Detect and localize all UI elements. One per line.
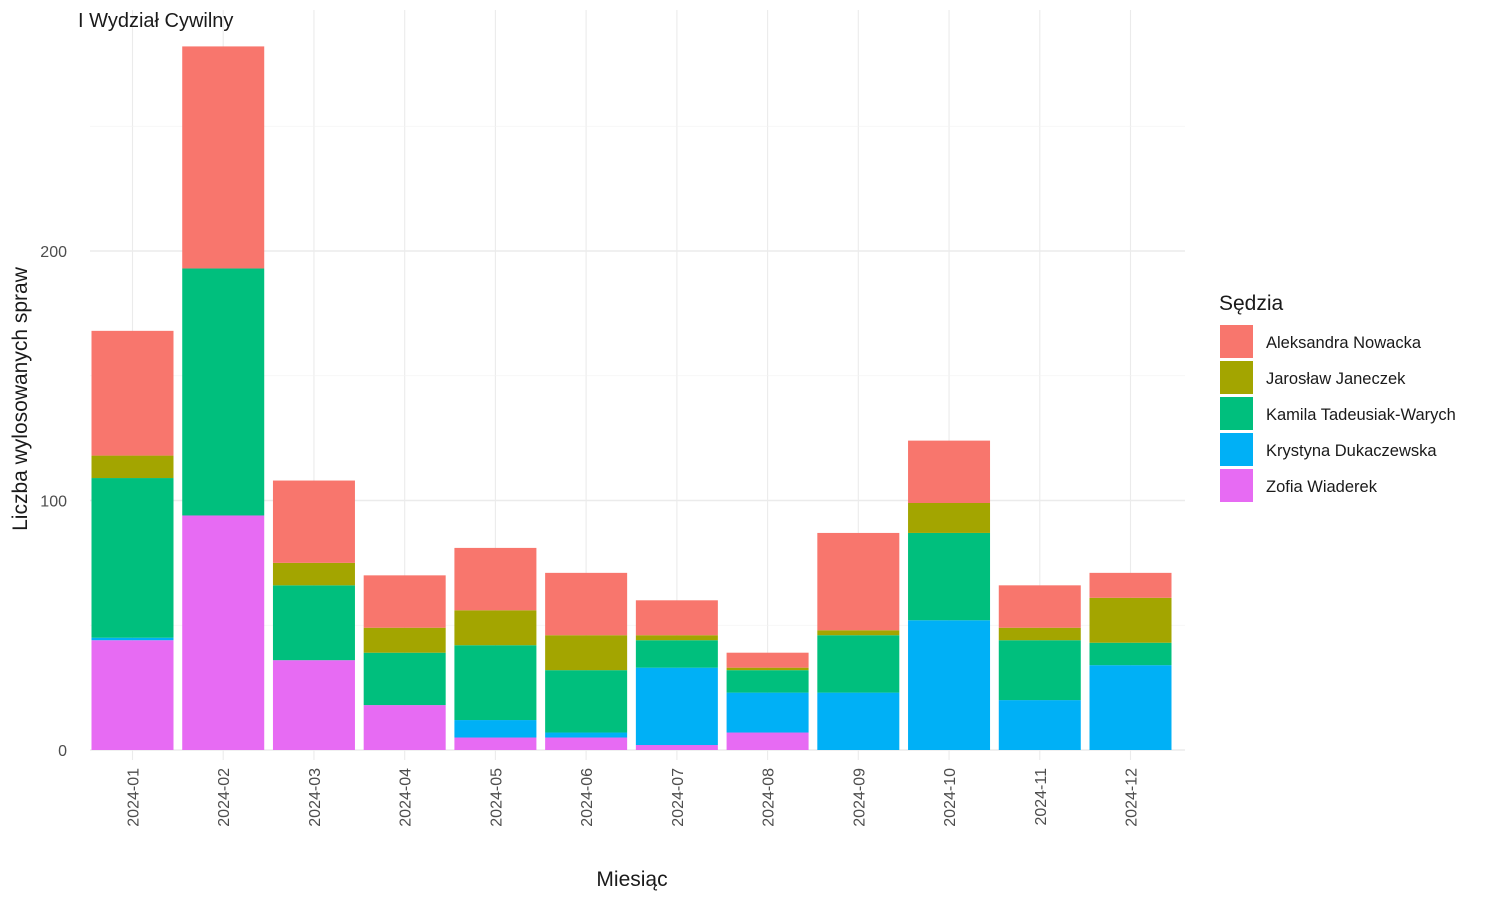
bar-segment (363, 627, 446, 653)
bar-segment (1089, 572, 1172, 598)
y-tick-label: 100 (40, 494, 67, 511)
bar-segment (545, 670, 628, 733)
bar-segment (908, 440, 991, 503)
legend-label: Jarosław Janeczek (1266, 370, 1406, 388)
bar-segment (182, 46, 265, 269)
bar-segment (91, 640, 174, 750)
legend-key (1220, 397, 1253, 430)
x-axis-label: Miesiąc (596, 868, 667, 891)
bar-segment (91, 330, 174, 456)
bar-segment (726, 732, 809, 750)
bar-segment (545, 737, 628, 750)
bar-segment (998, 627, 1081, 641)
legend-label: Zofia Wiaderek (1266, 478, 1378, 496)
bar-segment (545, 732, 628, 738)
bar-segment (998, 585, 1081, 628)
y-axis-label: Liczba wylosowanych spraw (9, 266, 32, 531)
bar-segment (908, 532, 991, 621)
bar-segment (635, 600, 718, 636)
x-tick-label: 2024-08 (761, 768, 778, 827)
bar-segment (1089, 665, 1172, 750)
bar-segment (182, 515, 265, 750)
axes: 0 100 200 2024-01 2024-02 2024-03 2024-04 2024-… (40, 244, 1140, 827)
legend-key (1220, 325, 1253, 358)
bar-segment (91, 478, 174, 638)
x-tick-label: 2024-07 (670, 768, 687, 827)
bar-segment (726, 692, 809, 733)
bar-segment (454, 645, 537, 721)
bar-segment (363, 652, 446, 706)
y-tick-label: 200 (40, 244, 67, 261)
bar-segment (91, 455, 174, 479)
bar-segment (817, 532, 900, 631)
bar-segment (817, 630, 900, 636)
bar-segment (1089, 597, 1172, 643)
bars (91, 46, 1172, 750)
bar-segment (726, 667, 809, 671)
bar-segment (363, 575, 446, 628)
x-tick-label: 2024-12 (1124, 768, 1141, 827)
bar-segment (1089, 642, 1172, 666)
bar-segment (817, 692, 900, 750)
bar-segment (998, 640, 1081, 701)
legend-label: Krystyna Dukaczewska (1266, 442, 1437, 460)
legend-label: Kamila Tadeusiak-Warych (1266, 406, 1456, 424)
bar-segment (182, 268, 265, 516)
x-tick-label: 2024-03 (307, 768, 324, 827)
bar-segment (545, 572, 628, 636)
x-tick-label: 2024-02 (216, 768, 233, 827)
bar-segment (908, 502, 991, 533)
x-tick-label: 2024-05 (488, 768, 505, 827)
bar-segment (454, 610, 537, 646)
legend-key (1220, 469, 1253, 502)
x-tick-label: 2024-10 (942, 768, 959, 827)
bar-segment (91, 637, 174, 641)
bar-segment (635, 667, 718, 746)
legend-label: Aleksandra Nowacka (1266, 334, 1422, 352)
bar-segment (454, 720, 537, 738)
legend: Sędzia Aleksandra Nowacka Jarosław Janecz… (1219, 292, 1456, 502)
x-tick-label: 2024-09 (851, 768, 868, 827)
bar-segment (272, 585, 355, 661)
bar-segment (454, 547, 537, 611)
legend-key (1220, 433, 1253, 466)
y-tick-label: 0 (58, 743, 67, 760)
bar-segment (817, 635, 900, 693)
bar-segment (635, 640, 718, 668)
bar-segment (635, 635, 718, 641)
bar-segment (726, 652, 809, 668)
legend-title: Sędzia (1219, 292, 1284, 315)
bar-segment (545, 635, 628, 671)
x-tick-label: 2024-01 (126, 768, 143, 827)
bar-segment (454, 737, 537, 750)
bar-segment (908, 620, 991, 750)
bar-segment (272, 562, 355, 586)
bar-segment (272, 480, 355, 563)
bar-segment (635, 745, 718, 750)
bar-segment (272, 660, 355, 750)
bar-segment (998, 700, 1081, 750)
legend-key (1220, 361, 1253, 394)
x-tick-label: 2024-06 (579, 768, 596, 827)
chart-title: I Wydział Cywilny (78, 10, 233, 32)
x-tick-label: 2024-11 (1033, 768, 1050, 826)
bar-segment (726, 670, 809, 693)
bar-segment (363, 705, 446, 750)
x-tick-label: 2024-04 (398, 768, 415, 827)
